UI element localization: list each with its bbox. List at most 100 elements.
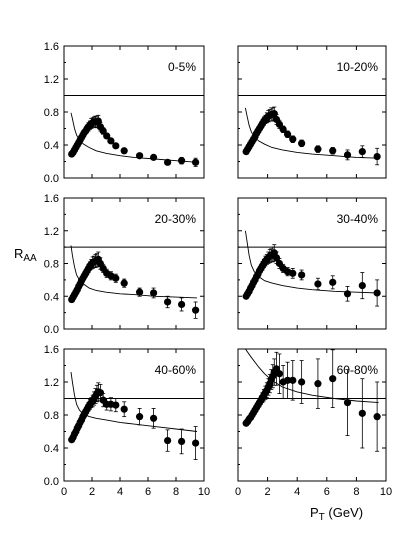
data-marker (298, 271, 306, 279)
data-marker (112, 274, 120, 282)
x-tick-label: 10 (380, 486, 392, 498)
x-tick-label: 2 (89, 486, 95, 498)
data-point (314, 145, 322, 153)
data-marker (373, 152, 381, 161)
data-point (270, 106, 278, 121)
model-curve (70, 372, 198, 432)
centrality-label: 60-80% (337, 363, 379, 377)
x-tick-label: 6 (145, 486, 151, 498)
data-point (373, 381, 381, 452)
data-marker (270, 110, 278, 118)
data-point (150, 153, 158, 161)
data-marker (329, 375, 337, 383)
data-point (164, 158, 172, 166)
data-marker (358, 148, 366, 156)
y-axis-title: RAA (14, 246, 37, 264)
data-point (373, 279, 381, 307)
y-tick-label: 1.2 (44, 226, 59, 238)
data-marker (136, 152, 144, 160)
data-marker (314, 380, 322, 388)
data-marker (178, 437, 186, 445)
y-axis-title-sub: AA (23, 253, 37, 264)
data-marker (164, 436, 172, 445)
data-marker (120, 147, 128, 155)
centrality-label: 40-60% (155, 363, 197, 377)
data-point (120, 401, 128, 418)
data-marker (329, 278, 337, 286)
data-point (275, 258, 284, 269)
data-marker (289, 376, 297, 384)
data-marker (96, 389, 104, 397)
data-point (329, 147, 337, 155)
y-axis-title-main: R (14, 246, 23, 261)
y-tick-label: 1.2 (44, 74, 59, 86)
data-point (178, 297, 186, 312)
panel-6: 0 2 4 6 8 10 60-80% (235, 348, 392, 498)
panel-1: 0.0 0.4 0.8 1.2 1.6 0-5% (44, 41, 205, 185)
y-tick-label: 0.8 (44, 410, 59, 422)
data-point (289, 360, 297, 401)
data-point (298, 139, 306, 148)
data-marker (150, 289, 158, 297)
y-tick-label: 1.2 (44, 377, 59, 389)
data-point (289, 268, 297, 279)
data-marker (329, 147, 337, 155)
model-curve (244, 107, 379, 159)
centrality-label: 0-5% (168, 60, 196, 74)
x-tick-label: 8 (353, 486, 359, 498)
data-marker (289, 269, 297, 277)
data-point (329, 349, 337, 408)
data-marker (373, 413, 381, 421)
data-point (343, 369, 352, 437)
y-tick-label: 1.6 (44, 41, 59, 53)
data-marker (283, 376, 292, 384)
data-marker (164, 158, 172, 166)
data-point (298, 360, 306, 404)
x-tick-label: 0 (235, 486, 241, 498)
data-marker (136, 288, 144, 296)
x-axis-title-sub: T (319, 512, 325, 523)
data-marker (192, 306, 200, 314)
data-point (343, 149, 352, 161)
x-tick-label: 8 (173, 486, 179, 498)
data-point (164, 429, 172, 452)
data-point (107, 137, 115, 145)
data-point (192, 157, 200, 167)
panel-4: 30-40% (237, 197, 387, 330)
data-marker (283, 130, 292, 138)
data-marker (112, 401, 120, 409)
y-tick-label: 1.6 (44, 193, 59, 205)
data-point (314, 277, 322, 291)
data-marker (298, 139, 306, 147)
x-axis-title-unit: (GeV) (325, 505, 363, 520)
model-curve (245, 349, 379, 404)
data-marker (192, 439, 200, 447)
y-tick-label: 0.0 (44, 476, 59, 488)
data-marker (343, 290, 352, 298)
data-point (136, 152, 144, 160)
data-point (112, 398, 120, 413)
panel-3: 0.0 0.4 0.8 1.2 1.6 20-30% (44, 193, 205, 336)
panel-5: 0.0 0.4 0.8 1.2 1.6 0 2 4 6 8 10 40-60% (44, 344, 210, 498)
y-tick-label: 0.0 (44, 324, 59, 336)
y-tick-label: 0.8 (44, 107, 59, 119)
data-point (283, 130, 292, 138)
y-tick-label: 0.8 (44, 259, 59, 271)
centrality-label: 10-20% (337, 60, 379, 74)
data-marker (120, 279, 128, 287)
data-point (275, 353, 284, 394)
x-tick-label: 4 (294, 486, 300, 498)
x-tick-label: 0 (61, 486, 67, 498)
data-point (192, 301, 200, 319)
data-point (112, 273, 120, 283)
data-point (298, 269, 306, 281)
data-marker (272, 254, 281, 262)
y-tick-label: 0.4 (44, 140, 59, 152)
data-marker (275, 259, 284, 268)
data-marker (103, 132, 111, 140)
data-marker (314, 145, 322, 153)
data-point (136, 407, 144, 426)
panel-grid: 0.0 0.4 0.8 1.2 1.6 0-5% 10-20% 0.0 0.4 0.8 1.2 1.6… (44, 41, 392, 498)
centrality-label: 30-40% (337, 212, 379, 226)
